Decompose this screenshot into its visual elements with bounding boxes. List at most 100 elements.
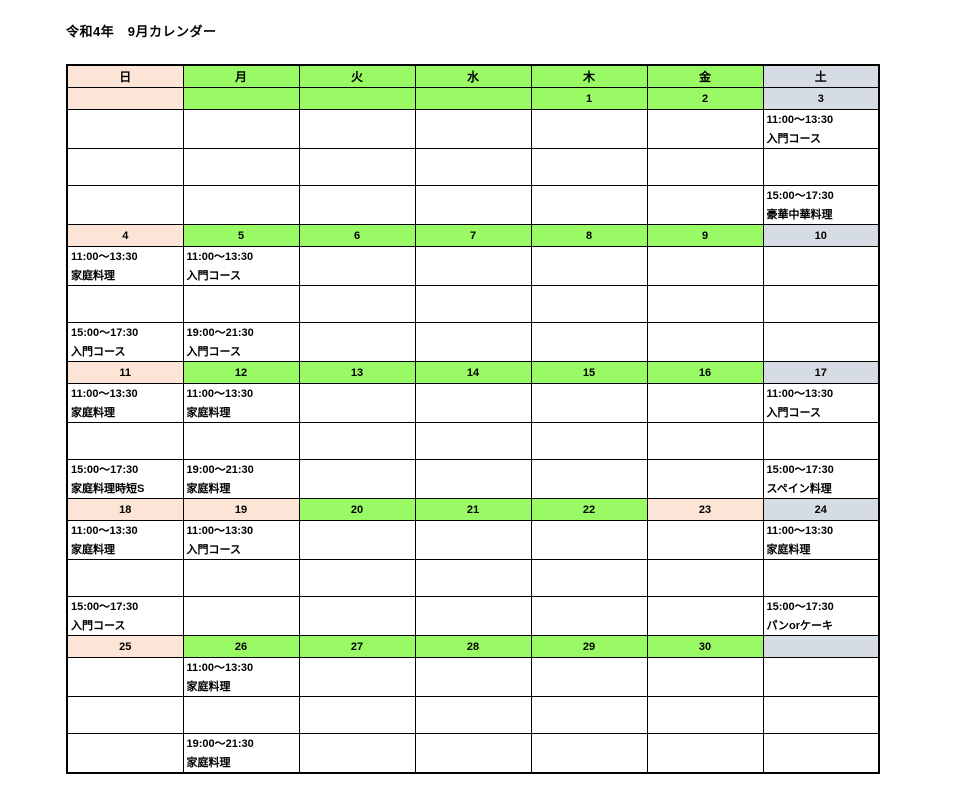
date-cell[interactable]: 17 <box>762 361 880 384</box>
spacer-cell[interactable] <box>298 422 416 460</box>
empty-cell[interactable] <box>530 520 648 560</box>
spacer-cell[interactable] <box>182 559 300 597</box>
spacer-cell[interactable] <box>298 559 416 597</box>
spacer-cell[interactable] <box>66 422 184 460</box>
spacer-cell[interactable] <box>530 559 648 597</box>
empty-cell[interactable] <box>66 657 184 697</box>
empty-cell[interactable] <box>646 596 764 636</box>
spacer-cell[interactable] <box>66 148 184 186</box>
spacer-cell[interactable] <box>182 696 300 734</box>
spacer-cell[interactable] <box>298 148 416 186</box>
empty-cell[interactable] <box>298 657 416 697</box>
spacer-cell[interactable] <box>414 422 532 460</box>
date-cell[interactable]: 25 <box>66 635 184 658</box>
empty-cell[interactable] <box>414 185 532 225</box>
empty-cell[interactable] <box>414 733 532 774</box>
spacer-cell[interactable] <box>762 148 880 186</box>
empty-cell[interactable] <box>298 383 416 423</box>
date-cell[interactable]: 13 <box>298 361 416 384</box>
spacer-cell[interactable] <box>66 285 184 323</box>
spacer-cell[interactable] <box>646 559 764 597</box>
empty-cell[interactable] <box>298 185 416 225</box>
empty-cell[interactable] <box>762 657 880 697</box>
date-cell[interactable]: 6 <box>298 224 416 247</box>
date-cell[interactable]: 3 <box>762 87 880 110</box>
empty-cell[interactable] <box>298 596 416 636</box>
date-cell[interactable]: 9 <box>646 224 764 247</box>
empty-cell[interactable] <box>298 520 416 560</box>
empty-cell[interactable] <box>66 185 184 225</box>
date-cell[interactable]: 22 <box>530 498 648 521</box>
spacer-cell[interactable] <box>414 148 532 186</box>
empty-cell[interactable] <box>530 596 648 636</box>
spacer-cell[interactable] <box>762 422 880 460</box>
empty-cell[interactable] <box>762 733 880 774</box>
empty-cell[interactable] <box>646 459 764 499</box>
date-cell[interactable]: 15 <box>530 361 648 384</box>
date-cell[interactable]: 14 <box>414 361 532 384</box>
empty-cell[interactable] <box>414 520 532 560</box>
empty-cell[interactable] <box>414 459 532 499</box>
spacer-cell[interactable] <box>298 285 416 323</box>
spacer-cell[interactable] <box>298 696 416 734</box>
empty-cell[interactable] <box>414 109 532 149</box>
empty-cell[interactable] <box>646 322 764 362</box>
day-header-wed[interactable]: 水 <box>414 64 532 88</box>
date-cell[interactable]: 4 <box>66 224 184 247</box>
event-cell[interactable]: 11:00～13:30 家庭料理 <box>66 246 184 286</box>
event-cell[interactable]: 11:00～13:30 家庭料理 <box>182 657 300 697</box>
spacer-cell[interactable] <box>646 422 764 460</box>
date-cell[interactable] <box>298 87 416 110</box>
empty-cell[interactable] <box>530 322 648 362</box>
empty-cell[interactable] <box>298 109 416 149</box>
spacer-cell[interactable] <box>182 148 300 186</box>
spacer-cell[interactable] <box>182 422 300 460</box>
empty-cell[interactable] <box>530 246 648 286</box>
day-header-mon[interactable]: 月 <box>182 64 300 88</box>
event-cell[interactable]: 11:00～13:30 入門コース <box>182 246 300 286</box>
empty-cell[interactable] <box>762 322 880 362</box>
empty-cell[interactable] <box>530 383 648 423</box>
spacer-cell[interactable] <box>762 285 880 323</box>
spacer-cell[interactable] <box>646 148 764 186</box>
empty-cell[interactable] <box>414 246 532 286</box>
spacer-cell[interactable] <box>646 285 764 323</box>
spacer-cell[interactable] <box>762 559 880 597</box>
date-cell[interactable]: 26 <box>182 635 300 658</box>
empty-cell[interactable] <box>414 596 532 636</box>
date-cell[interactable] <box>66 87 184 110</box>
empty-cell[interactable] <box>530 733 648 774</box>
date-cell[interactable]: 30 <box>646 635 764 658</box>
event-cell[interactable]: 11:00～13:30 家庭料理 <box>66 383 184 423</box>
date-cell[interactable]: 27 <box>298 635 416 658</box>
date-cell[interactable]: 20 <box>298 498 416 521</box>
date-cell[interactable] <box>182 87 300 110</box>
date-cell[interactable]: 7 <box>414 224 532 247</box>
empty-cell[interactable] <box>762 246 880 286</box>
empty-cell[interactable] <box>646 733 764 774</box>
empty-cell[interactable] <box>66 733 184 774</box>
event-cell[interactable]: 19:00～21:30 入門コース <box>182 322 300 362</box>
date-cell[interactable]: 1 <box>530 87 648 110</box>
spacer-cell[interactable] <box>530 422 648 460</box>
empty-cell[interactable] <box>298 733 416 774</box>
empty-cell[interactable] <box>530 185 648 225</box>
empty-cell[interactable] <box>414 322 532 362</box>
day-header-sat[interactable]: 土 <box>762 64 880 88</box>
spacer-cell[interactable] <box>182 285 300 323</box>
day-header-thu[interactable]: 木 <box>530 64 648 88</box>
date-cell[interactable] <box>414 87 532 110</box>
event-cell[interactable]: 15:00～17:30 豪華中華料理 <box>762 185 880 225</box>
date-cell[interactable]: 11 <box>66 361 184 384</box>
event-cell[interactable]: 11:00～13:30 家庭料理 <box>66 520 184 560</box>
date-cell[interactable]: 12 <box>182 361 300 384</box>
spacer-cell[interactable] <box>530 696 648 734</box>
empty-cell[interactable] <box>414 383 532 423</box>
event-cell[interactable]: 11:00～13:30 入門コース <box>762 383 880 423</box>
date-cell[interactable]: 24 <box>762 498 880 521</box>
spacer-cell[interactable] <box>646 696 764 734</box>
empty-cell[interactable] <box>182 185 300 225</box>
empty-cell[interactable] <box>66 109 184 149</box>
empty-cell[interactable] <box>298 459 416 499</box>
empty-cell[interactable] <box>646 520 764 560</box>
